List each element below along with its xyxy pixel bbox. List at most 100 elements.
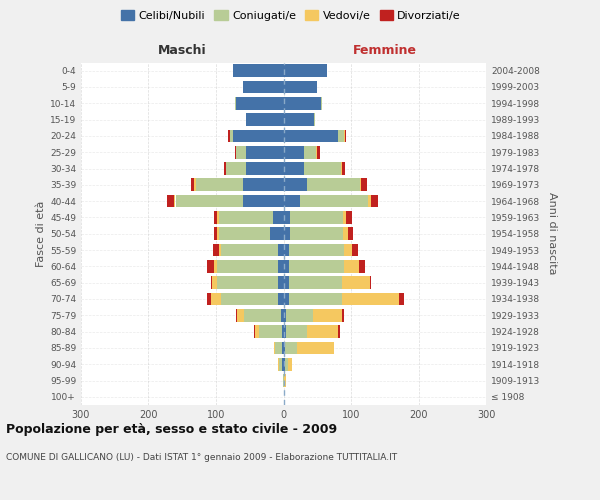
Bar <box>275 342 282 354</box>
Bar <box>211 292 221 306</box>
Bar <box>233 130 284 142</box>
Bar <box>236 309 237 322</box>
Bar <box>307 325 338 338</box>
Bar <box>284 97 320 110</box>
Bar <box>371 195 378 207</box>
Bar <box>284 260 289 272</box>
Bar <box>284 211 290 224</box>
Bar <box>284 244 289 256</box>
Text: Maschi: Maschi <box>158 44 206 58</box>
Bar <box>243 195 284 207</box>
Bar <box>236 97 284 110</box>
Bar <box>344 260 359 272</box>
Bar <box>285 358 288 370</box>
Bar <box>221 292 278 306</box>
Bar <box>274 342 275 354</box>
Bar <box>360 178 361 191</box>
Bar <box>220 211 274 224</box>
Bar <box>289 260 344 272</box>
Bar <box>214 244 219 256</box>
Bar <box>247 162 284 175</box>
Bar <box>359 260 365 272</box>
Bar <box>259 325 282 338</box>
Bar <box>317 146 320 158</box>
Bar <box>338 325 340 338</box>
Bar <box>341 309 344 322</box>
Text: Popolazione per età, sesso e stato civile - 2009: Popolazione per età, sesso e stato civil… <box>6 422 337 436</box>
Bar <box>285 342 297 354</box>
Bar <box>284 162 304 175</box>
Bar <box>284 178 307 191</box>
Bar <box>284 358 285 370</box>
Bar <box>219 244 221 256</box>
Bar <box>399 292 404 306</box>
Bar <box>278 292 284 306</box>
Bar <box>243 80 284 94</box>
Bar <box>368 195 371 207</box>
Bar <box>284 292 289 306</box>
Bar <box>220 228 270 240</box>
Bar <box>320 97 322 110</box>
Bar <box>290 228 343 240</box>
Bar <box>194 178 196 191</box>
Bar <box>313 309 341 322</box>
Bar <box>217 260 278 272</box>
Bar <box>284 342 285 354</box>
Bar <box>345 130 346 142</box>
Bar <box>284 276 289 289</box>
Bar <box>301 195 368 207</box>
Bar <box>246 113 247 126</box>
Bar <box>316 146 317 158</box>
Bar <box>217 211 220 224</box>
Bar <box>344 244 352 256</box>
Bar <box>254 325 255 338</box>
Bar <box>284 64 328 77</box>
Bar <box>284 309 286 322</box>
Bar <box>286 309 313 322</box>
Bar <box>243 178 284 191</box>
Bar <box>247 146 284 158</box>
Text: COMUNE DI GALLICANO (LU) - Dati ISTAT 1° gennaio 2009 - Elaborazione TUTTITALIA.: COMUNE DI GALLICANO (LU) - Dati ISTAT 1°… <box>6 452 397 462</box>
Bar <box>343 211 346 224</box>
Bar <box>230 130 233 142</box>
Bar <box>352 244 358 256</box>
Bar <box>214 211 217 224</box>
Bar <box>278 260 284 272</box>
Bar <box>282 325 284 338</box>
Bar <box>341 162 345 175</box>
Bar <box>289 244 344 256</box>
Bar <box>284 228 290 240</box>
Bar <box>290 211 343 224</box>
Bar <box>211 276 212 289</box>
Bar <box>297 342 334 354</box>
Bar <box>343 228 347 240</box>
Bar <box>233 64 284 77</box>
Bar <box>281 309 284 322</box>
Bar <box>167 195 174 207</box>
Bar <box>284 325 286 338</box>
Bar <box>314 113 315 126</box>
Bar <box>270 228 284 240</box>
Bar <box>237 309 244 322</box>
Bar <box>347 228 353 240</box>
Legend: Celibi/Nubili, Coniugati/e, Vedovi/e, Divorziati/e: Celibi/Nubili, Coniugati/e, Vedovi/e, Di… <box>116 6 466 25</box>
Bar <box>361 178 367 191</box>
Bar <box>344 130 345 142</box>
Bar <box>278 276 284 289</box>
Bar <box>346 211 352 224</box>
Bar <box>255 325 259 338</box>
Bar <box>191 178 194 191</box>
Bar <box>174 195 176 207</box>
Bar <box>226 162 247 175</box>
Y-axis label: Anni di nascita: Anni di nascita <box>547 192 557 275</box>
Bar <box>288 358 292 370</box>
Bar <box>278 244 284 256</box>
Bar <box>176 195 243 207</box>
Bar <box>341 276 370 289</box>
Bar <box>236 146 247 158</box>
Bar <box>289 276 341 289</box>
Bar <box>224 162 226 175</box>
Bar <box>338 130 344 142</box>
Bar <box>279 358 282 370</box>
Bar <box>235 97 236 110</box>
